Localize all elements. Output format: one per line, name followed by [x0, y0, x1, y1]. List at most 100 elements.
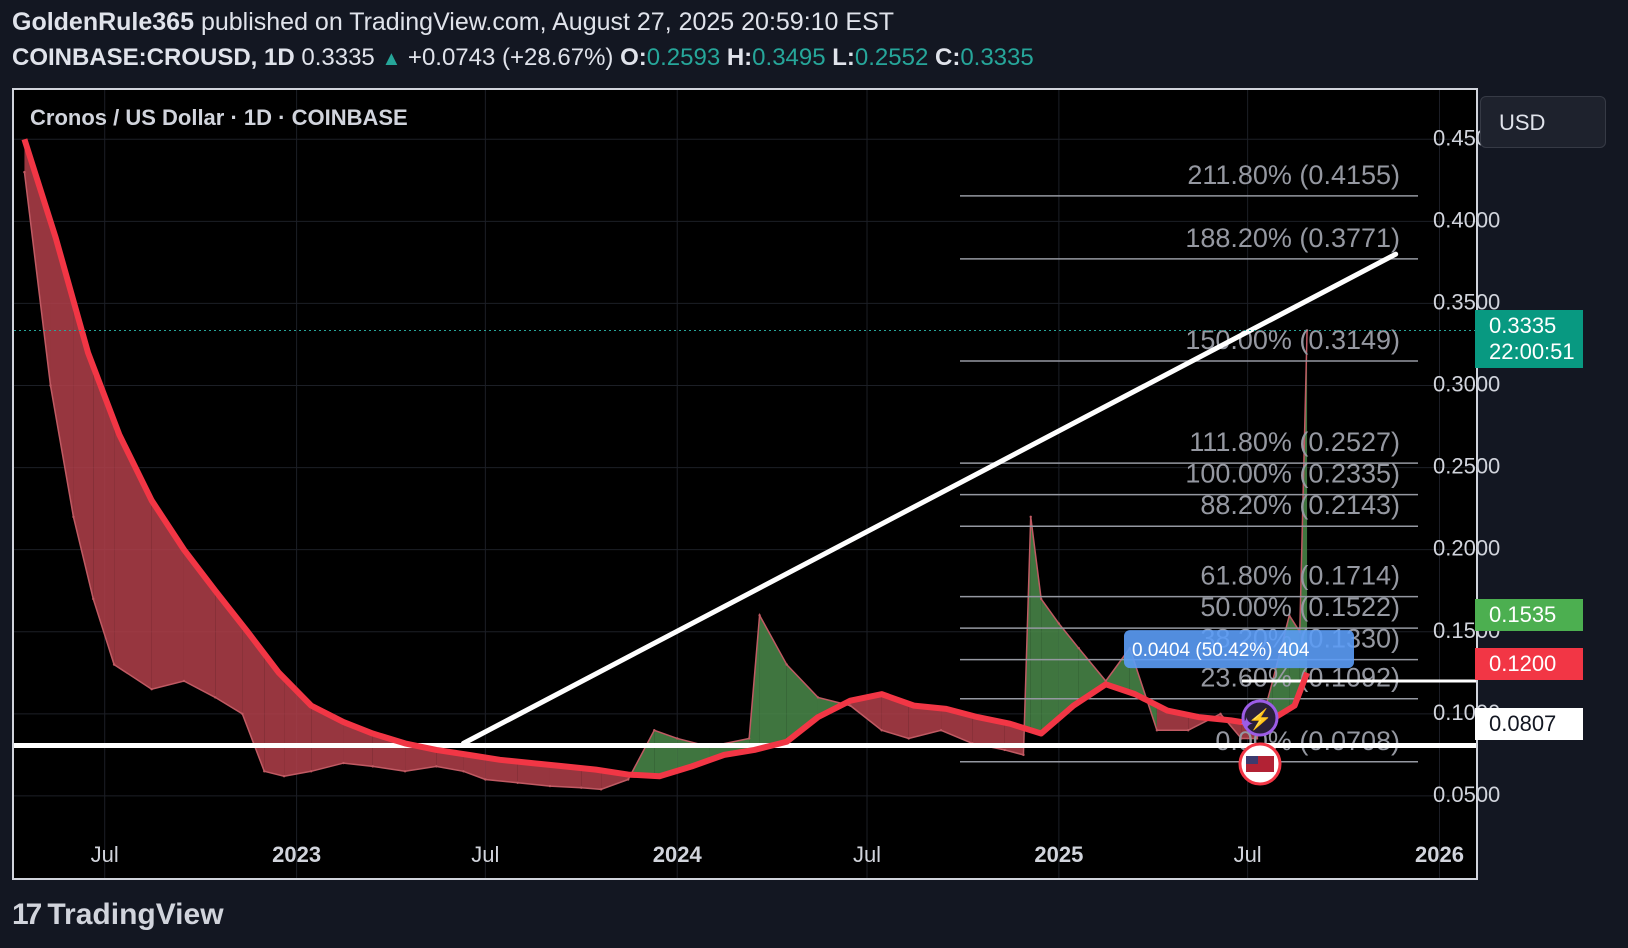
price-fill-below-ma	[183, 549, 216, 698]
price-point	[880, 729, 883, 732]
price-fill-below-ma	[93, 366, 115, 665]
price-point	[1077, 646, 1080, 650]
lightning-icon	[1241, 699, 1279, 737]
flag-canton	[1246, 756, 1258, 764]
currency-button[interactable]: USD	[1480, 96, 1606, 148]
price-point	[580, 786, 583, 789]
price-fill-below-ma	[850, 694, 882, 731]
price-point	[758, 614, 761, 617]
x-tick-label: 2025	[1034, 842, 1083, 867]
measure-box	[1124, 630, 1354, 669]
price-fill-above-ma	[1023, 516, 1031, 755]
fib-level-label: 100.00% (0.2335)	[1185, 459, 1400, 489]
price-point	[182, 679, 186, 683]
price-chart[interactable]: Cronos / US Dollar · 1D · COINBASE 211.80…	[14, 90, 1476, 878]
price-point	[1039, 597, 1043, 601]
tradingview-logo[interactable]: 17 TradingView	[12, 898, 224, 932]
price-point	[403, 770, 407, 773]
price-point	[785, 663, 788, 666]
chart-title: Cronos / US Dollar · 1D · COINBASE	[30, 105, 408, 130]
price-fill-above-ma	[759, 615, 787, 749]
price-fill-below-ma	[908, 703, 942, 739]
fib-level-label: 111.80% (0.2527)	[1189, 427, 1400, 457]
lightning-icon-glyph: ⚡	[1248, 707, 1273, 731]
open-value: 0.2593	[646, 44, 721, 71]
price-point	[435, 765, 438, 768]
close-value: 0.3335	[960, 44, 1034, 71]
price-fill-below-ma	[311, 705, 344, 772]
red-level-tag: 0.1200	[1475, 648, 1583, 680]
price-point	[676, 737, 679, 740]
price-fill-below-ma	[549, 764, 582, 788]
green-level-tag: 0.1535	[1475, 599, 1583, 631]
chart-area[interactable]: Cronos / US Dollar · 1D · COINBASE 211.80…	[12, 88, 1478, 880]
x-tick-label: 2026	[1415, 842, 1464, 867]
price-point	[371, 765, 374, 768]
price-point	[214, 696, 217, 699]
price-fill-below-ma	[881, 694, 909, 739]
price-point	[1057, 622, 1061, 625]
fib-level-label: 61.80% (0.1714)	[1200, 561, 1400, 591]
fib-level-label: 150.00% (0.3149)	[1185, 325, 1400, 355]
publisher-name[interactable]: GoldenRule365	[12, 8, 194, 36]
measure-label: 0.0404 (50.42%) 404	[1132, 640, 1310, 661]
price-fill-below-ma	[941, 708, 973, 744]
price-line	[23, 171, 1308, 791]
last-price: 0.3335	[301, 44, 375, 71]
price-point	[150, 688, 153, 691]
price-point	[849, 704, 852, 707]
price-point	[939, 729, 943, 732]
open-label: O:	[620, 44, 647, 71]
price-fill-below-ma	[73, 300, 94, 599]
close-label: C:	[934, 44, 961, 71]
high-value: 0.3495	[752, 44, 826, 71]
moving-average-line	[21, 138, 1310, 780]
high-label: H:	[726, 44, 753, 71]
price-point	[462, 770, 465, 773]
price-point	[92, 597, 95, 601]
price-point	[907, 737, 910, 740]
price-point	[1255, 737, 1259, 740]
price-fill-above-ma	[1030, 516, 1042, 734]
fib-level-label: 88.20% (0.2143)	[1200, 490, 1400, 520]
price-fill-below-ma	[581, 768, 602, 790]
price-point	[1003, 748, 1006, 752]
price-point	[1240, 737, 1243, 740]
price-point	[1155, 729, 1159, 732]
price-point	[816, 696, 820, 699]
current-price-tag: 0.3335 22:00:51	[1475, 310, 1583, 368]
price-fill-below-ma	[517, 761, 550, 787]
price-point	[23, 170, 26, 174]
white-level-tag: 0.0807	[1475, 708, 1583, 740]
price-point	[112, 663, 116, 666]
price-point	[1288, 614, 1291, 617]
trendline	[460, 251, 1399, 746]
bar-countdown: 22:00:51	[1489, 339, 1575, 364]
price-point	[1029, 515, 1032, 519]
price-point	[627, 778, 630, 781]
price-point	[599, 788, 603, 791]
x-tick-label: 2024	[653, 842, 703, 867]
current-price-value: 0.3335	[1489, 313, 1557, 338]
publisher-line: GoldenRule365 published on TradingView.c…	[12, 8, 894, 37]
price-fill-below-ma	[242, 625, 265, 772]
x-tick-label: Jul	[853, 842, 881, 867]
price-fill-above-ma	[654, 730, 678, 776]
x-tick-label: 2023	[272, 842, 321, 867]
price-fill-above-ma	[1058, 623, 1079, 719]
price-point	[72, 515, 75, 519]
price-fill-below-ma	[972, 715, 1005, 750]
tradingview-logo-icon: 17	[12, 898, 42, 931]
price-point	[484, 778, 487, 781]
sparkle-icon: ✦	[1239, 714, 1254, 734]
symbol-line: COINBASE:CROUSD, 1D 0.3335 ▲ +0.0743 (+2…	[12, 44, 1034, 72]
price-fill-above-ma	[1041, 598, 1059, 734]
low-label: L:	[832, 44, 855, 71]
x-tick-label: Jul	[1234, 842, 1262, 867]
fib-level-label: 211.80% (0.4155)	[1187, 160, 1400, 190]
up-arrow-icon: ▲	[381, 48, 402, 70]
price-point	[548, 784, 552, 788]
price-point	[1219, 712, 1222, 716]
price-point	[241, 712, 244, 716]
price-point	[49, 384, 52, 387]
